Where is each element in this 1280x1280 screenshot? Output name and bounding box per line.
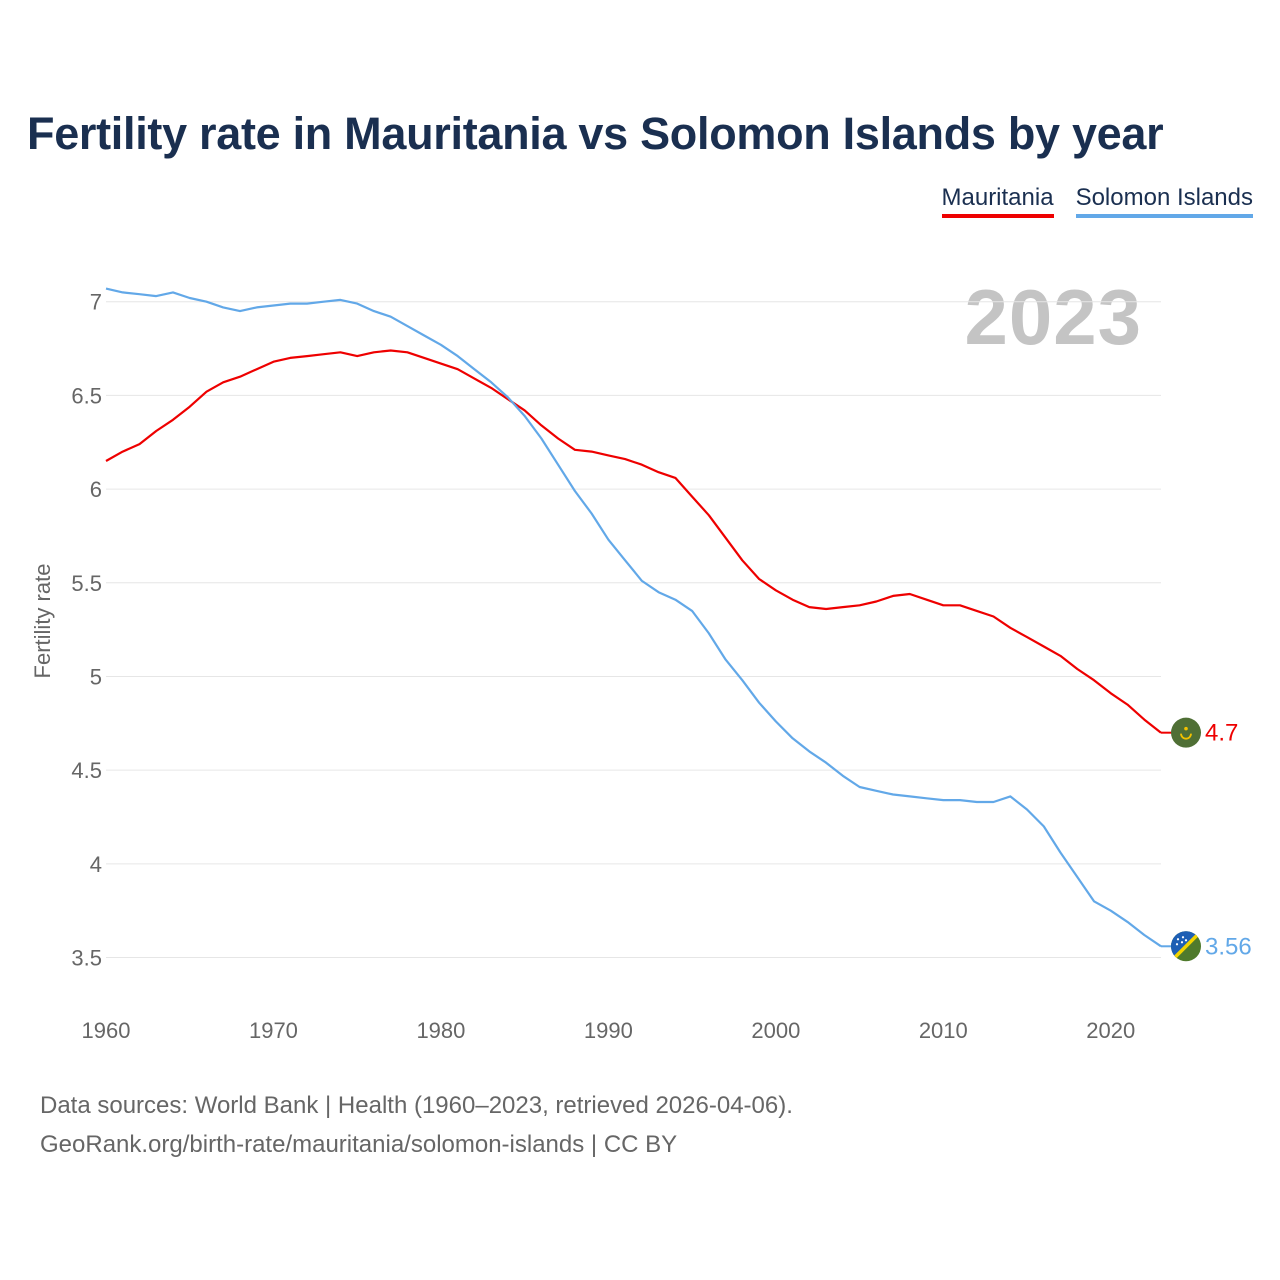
x-tick-label: 2010 [919, 1018, 968, 1043]
y-tick-label: 5.5 [71, 571, 102, 596]
data-sources: Data sources: World Bank | Health (1960–… [40, 1086, 793, 1164]
legend-item-solomon-islands[interactable]: Solomon Islands [1075, 184, 1253, 218]
x-tick-label: 1990 [584, 1018, 633, 1043]
x-axis-ticks: 1960 1970 1980 1990 2000 2010 2020 [82, 1018, 1136, 1043]
x-tick-label: 1970 [249, 1018, 298, 1043]
chart-title: Fertility rate in Mauritania vs Solomon … [27, 108, 1164, 159]
series-end-markers: 4.7 3.56 [1161, 717, 1252, 962]
series-line-mauritania [105, 349, 1162, 734]
x-tick-label: 1980 [416, 1018, 465, 1043]
flag-disc [1171, 717, 1201, 748]
crescent-icon [1180, 733, 1192, 740]
series-lines [105, 287, 1162, 948]
y-axis-label: Fertility rate [30, 564, 55, 679]
year-watermark: 2023 [964, 273, 1142, 361]
series-line-solomon-islands [105, 287, 1162, 948]
x-tick-label: 1960 [82, 1018, 131, 1043]
series-end-label-solomon-islands: 3.56 [1205, 933, 1252, 960]
x-tick-label: 2020 [1086, 1018, 1135, 1043]
x-tick-label: 2000 [751, 1018, 800, 1043]
series-end-label-mauritania: 4.7 [1205, 720, 1238, 747]
mauritania-flag-icon [1171, 717, 1201, 748]
attribution-link[interactable]: GeoRank.org/birth-rate/mauritania/solomo… [40, 1131, 678, 1158]
grid-lines [106, 301, 1161, 959]
y-tick-label: 3.5 [71, 946, 102, 971]
y-axis-ticks: 3.5 4 4.5 5 5.5 6 6.5 7 [71, 290, 102, 971]
star-icon [1184, 726, 1188, 731]
solomon-islands-flag-icon [1171, 931, 1201, 962]
sources-line: Data sources: World Bank | Health (1960–… [40, 1092, 793, 1119]
flag-disc [1171, 931, 1201, 962]
y-tick-label: 4 [90, 852, 102, 877]
y-tick-label: 6.5 [71, 383, 102, 408]
legend-item-mauritania[interactable]: Mauritania [941, 184, 1054, 218]
y-tick-label: 6 [90, 477, 102, 502]
y-tick-label: 5 [90, 664, 102, 689]
y-tick-label: 4.5 [71, 758, 102, 783]
legend: Mauritania Solomon Islands [941, 184, 1253, 218]
y-tick-label: 7 [90, 290, 102, 315]
